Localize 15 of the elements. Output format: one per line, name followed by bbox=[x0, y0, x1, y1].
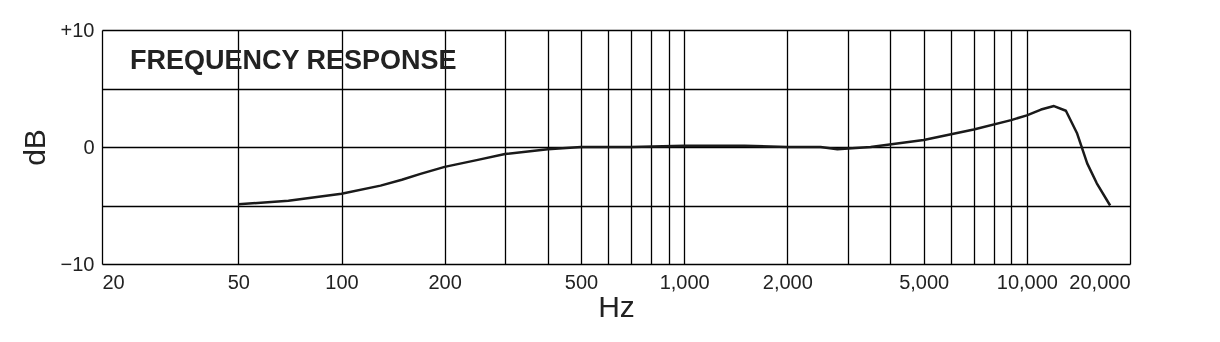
x-tick-label: 1,000 bbox=[659, 270, 710, 293]
x-tick-label: 20 bbox=[102, 270, 125, 293]
x-tick-label: 20,000 bbox=[1069, 270, 1131, 293]
x-tick-label: 500 bbox=[564, 270, 599, 293]
x-tick-label: 100 bbox=[325, 270, 359, 293]
x-tick-label: 10,000 bbox=[996, 270, 1058, 293]
y-tick-label: 0 bbox=[83, 135, 95, 158]
y-axis-title: dB bbox=[17, 129, 51, 166]
y-tick-label: +10 bbox=[60, 18, 95, 41]
x-tick-label: 5,000 bbox=[899, 270, 950, 293]
y-tick-label: −10 bbox=[60, 252, 95, 275]
x-tick-label: 2,000 bbox=[762, 270, 813, 293]
x-tick-label: 50 bbox=[227, 270, 250, 293]
x-tick-label: 200 bbox=[428, 270, 462, 293]
x-axis-title: Hz bbox=[598, 289, 635, 323]
